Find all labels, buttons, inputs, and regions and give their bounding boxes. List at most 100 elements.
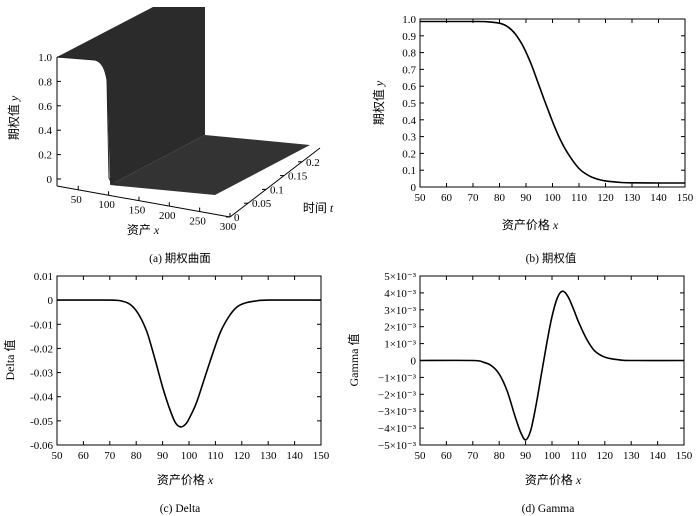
y-tick-label: -0.02 bbox=[30, 343, 53, 355]
x-tick-label: 70 bbox=[467, 450, 479, 462]
x-ticks: 50 100 150 200 250 300 bbox=[71, 185, 237, 233]
surface-front-face bbox=[57, 57, 110, 185]
y-tick-label: 5×10⁻³ bbox=[384, 271, 417, 283]
x-tick-label: 60 bbox=[441, 192, 453, 204]
y-tick-label: 0.9 bbox=[402, 31, 416, 43]
chart-a-xlabel: 资产 x bbox=[127, 223, 160, 237]
z-tick-label: 0.4 bbox=[38, 125, 52, 137]
x-tick-label: 150 bbox=[676, 450, 693, 462]
x-tick-label: 60 bbox=[441, 450, 453, 462]
t-tick-label: 0.05 bbox=[252, 198, 272, 210]
y-tick-label: 0.6 bbox=[402, 81, 416, 93]
x-tick-label: 130 bbox=[623, 450, 640, 462]
y-tick-label: 1×10⁻³ bbox=[384, 339, 417, 351]
x-tick-label: 110 bbox=[207, 450, 224, 462]
y-tick-label: 2×10⁻³ bbox=[384, 322, 417, 334]
t-axis-line bbox=[229, 147, 321, 218]
x-axis-line bbox=[56, 185, 231, 218]
surface-edge-curve bbox=[56, 56, 119, 186]
chart-c-xlabel: 资产价格 x bbox=[157, 472, 214, 487]
x-tick-label: 50 bbox=[415, 450, 427, 462]
x-tick-label: 150 bbox=[677, 192, 694, 204]
x-tick-label: 140 bbox=[650, 192, 667, 204]
x-tick-label: 60 bbox=[78, 450, 90, 462]
y-tick-label: -0.06 bbox=[30, 440, 53, 452]
chart-d-ylabel: Gamma 值 bbox=[346, 334, 361, 387]
x-tick-label: 50 bbox=[52, 450, 64, 462]
t-tick-label: 0 bbox=[234, 212, 240, 224]
x-tick-label: 100 bbox=[98, 199, 115, 211]
x-tick-label: 100 bbox=[544, 450, 561, 462]
x-tick-label: 110 bbox=[570, 450, 587, 462]
chart-b-caption: (b) 期权值 bbox=[526, 252, 577, 265]
x-tick-label: 250 bbox=[189, 216, 206, 228]
y-tick-label: 0.3 bbox=[402, 132, 416, 144]
x-tick-label: 130 bbox=[260, 450, 277, 462]
y-tick-label: -0.05 bbox=[30, 416, 53, 428]
chart-c-delta: 资产价格 x Delta 值 (c) Delta 50 60 70 80 90 100 11… bbox=[2, 271, 330, 515]
y-tick-label: 0.8 bbox=[402, 48, 416, 60]
z-tick-label: 0 bbox=[47, 174, 53, 186]
chart-b-ylabel: 期权值 y bbox=[371, 80, 386, 125]
surface-lower bbox=[110, 135, 310, 195]
chart-a-surface: 0 0.2 0.4 0.6 0.8 1.0 50 100 150 200 250 300 0 0.05… bbox=[6, 7, 334, 265]
x-tick-label: 80 bbox=[131, 450, 143, 462]
y-tick-label: -0.03 bbox=[30, 368, 53, 380]
y-tick-label: 1.0 bbox=[402, 14, 416, 26]
x-tick-label: 50 bbox=[71, 194, 83, 206]
chart-a-zlabel: 期权值 y bbox=[6, 95, 21, 140]
x-tick-label: 70 bbox=[104, 450, 116, 462]
z-tick-label: 0.6 bbox=[38, 101, 52, 113]
x-tick-label: 150 bbox=[313, 450, 330, 462]
chart-a-tlabel: 时间 t bbox=[303, 201, 334, 215]
x-tick-label: 120 bbox=[597, 192, 614, 204]
chart-c-caption: (c) Delta bbox=[160, 503, 201, 515]
t-ticks: 0 0.05 0.1 0.15 0.2 bbox=[226, 157, 320, 224]
series-line bbox=[56, 299, 322, 428]
plot-frame bbox=[419, 18, 686, 188]
x-tick-label: 90 bbox=[521, 192, 533, 204]
x-tick-label: 80 bbox=[494, 450, 506, 462]
y-tick-label: 0.01 bbox=[34, 271, 53, 283]
chart-d-caption: (d) Gamma bbox=[522, 503, 575, 515]
series-line bbox=[419, 290, 685, 441]
y-tick-label: -0.04 bbox=[30, 392, 53, 404]
y-tick-label: 0 bbox=[411, 356, 417, 368]
chart-a-caption: (a) 期权曲面 bbox=[149, 252, 211, 265]
x-tick-label: 300 bbox=[220, 221, 237, 233]
x-tick-label: 100 bbox=[544, 192, 561, 204]
x-tick-label: 90 bbox=[157, 450, 169, 462]
x-tick-label: 110 bbox=[571, 192, 588, 204]
y-tick-label: 0.1 bbox=[402, 165, 416, 177]
x-tick-label: 150 bbox=[129, 205, 146, 217]
chart-d-xlabel: 资产价格 x bbox=[525, 472, 582, 487]
x-tick-label: 140 bbox=[286, 450, 303, 462]
chart-b-xlabel: 资产价格 x bbox=[502, 217, 559, 232]
t-tick-label: 0.1 bbox=[270, 184, 284, 196]
y-tick-label: 3×10⁻³ bbox=[384, 305, 417, 317]
x-tick-label: 120 bbox=[234, 450, 251, 462]
y-tick-label: 0 bbox=[48, 295, 54, 307]
chart-c-ylabel: Delta 值 bbox=[2, 340, 17, 381]
y-tick-label: 0.5 bbox=[402, 98, 416, 110]
y-tick-label: 0.2 bbox=[402, 148, 416, 160]
y-tick-label: −1×10⁻³ bbox=[378, 372, 417, 384]
t-tick-label: 0.15 bbox=[288, 171, 308, 183]
x-tick-label: 50 bbox=[415, 192, 427, 204]
x-tick-label: 100 bbox=[181, 450, 198, 462]
x-tick-label: 70 bbox=[468, 192, 480, 204]
x-tick-label: 200 bbox=[159, 210, 176, 222]
z-tick-label: 1.0 bbox=[38, 52, 52, 64]
y-tick-label: 0.4 bbox=[402, 115, 416, 127]
x-tick-label: 140 bbox=[649, 450, 666, 462]
y-tick-label: -0.01 bbox=[30, 319, 53, 331]
chart-d-gamma: 资产价格 x Gamma 值 (d) Gamma 50 60 70 80 90 100 11… bbox=[346, 271, 693, 515]
y-tick-label: 4×10⁻³ bbox=[384, 288, 417, 300]
x-tick-label: 90 bbox=[520, 450, 532, 462]
y-tick-label: −2×10⁻³ bbox=[378, 389, 417, 401]
x-tick-label: 80 bbox=[494, 192, 506, 204]
z-ticks: 0 0.2 0.4 0.6 0.8 1.0 bbox=[38, 52, 61, 186]
y-tick-label: 0 bbox=[411, 182, 417, 194]
x-tick-label: 120 bbox=[597, 450, 614, 462]
